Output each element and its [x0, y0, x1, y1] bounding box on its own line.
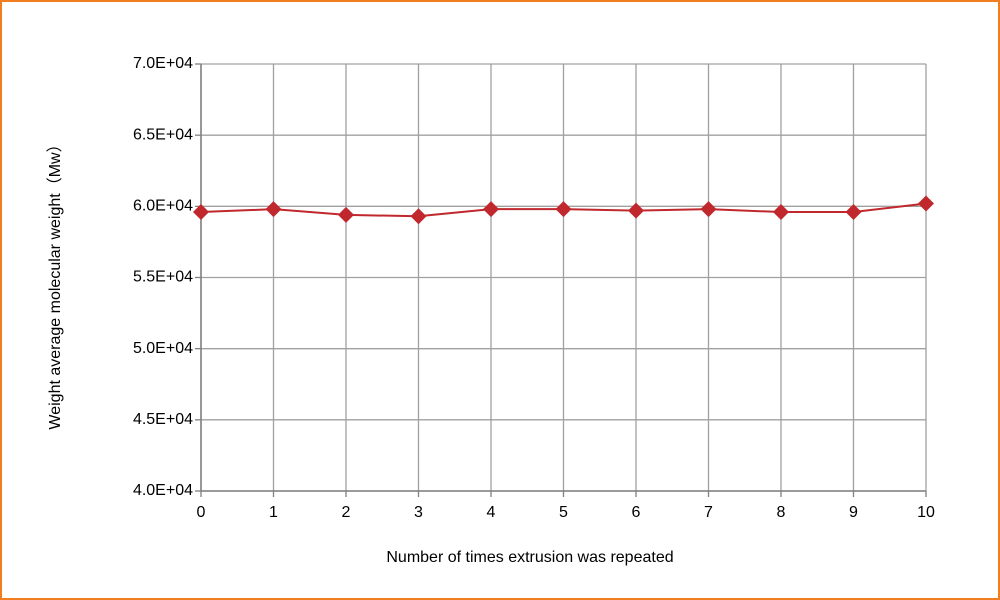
x-axis-label: Number of times extrusion was repeated: [386, 549, 673, 566]
y-tick-label: 4.5E+04: [133, 411, 193, 428]
data-marker: [483, 201, 499, 218]
data-marker: [555, 201, 572, 218]
y-tick-label: 7.0E+04: [133, 55, 193, 72]
data-marker: [918, 195, 934, 212]
x-tick-label: 6: [632, 504, 641, 521]
y-axis-label: Weight average molecular weight（Mw）: [46, 136, 64, 429]
data-marker: [338, 206, 354, 223]
x-tick-label: 0: [197, 504, 206, 521]
x-tick-label: 7: [704, 504, 713, 521]
x-tick-label: 8: [777, 504, 786, 521]
x-tick-label: 1: [269, 504, 278, 521]
data-marker: [193, 204, 209, 221]
data-marker: [265, 201, 282, 218]
y-tick-label: 5.5E+04: [133, 269, 193, 286]
y-tick-label: 5.0E+04: [133, 340, 193, 357]
data-marker: [410, 208, 427, 225]
y-tick-label: 6.0E+04: [133, 198, 193, 215]
data-marker: [700, 201, 717, 218]
y-tick-label: 6.5E+04: [133, 126, 193, 143]
x-tick-label: 9: [849, 504, 858, 521]
data-marker: [773, 204, 789, 221]
x-tick-label: 10: [917, 504, 935, 521]
x-tick-label: 4: [487, 504, 496, 521]
x-tick-label: 2: [342, 504, 351, 521]
x-tick-label: 5: [559, 504, 568, 521]
data-marker: [845, 204, 862, 221]
x-tick-label: 3: [414, 504, 423, 521]
data-marker: [628, 202, 644, 219]
y-tick-label: 4.0E+04: [133, 482, 193, 499]
